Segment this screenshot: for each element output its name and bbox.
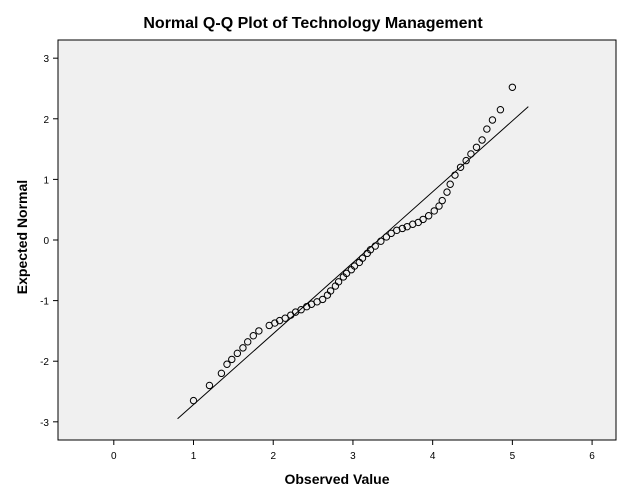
data-point [451,171,459,179]
data-point [281,314,289,322]
y-axis-label: Expected Normal [14,180,30,294]
y-tick-label: 3 [43,54,49,65]
y-tick-label: -3 [40,418,49,429]
data-point [456,163,465,171]
x-axis-ticks: 0 1 2 3 4 5 6 [111,440,595,462]
data-point [217,369,226,378]
data-point [472,143,481,151]
data-point [387,229,395,238]
y-tick-label: 1 [43,175,49,186]
data-point [249,332,258,340]
data-point [382,233,391,241]
data-point [438,196,446,205]
data-point [297,305,305,314]
x-axis-label: Observed Value [284,471,389,487]
data-point [424,212,433,220]
data-points [189,83,517,405]
data-point [488,116,497,124]
data-point [467,150,475,158]
data-point [318,295,327,304]
x-tick-label: 5 [510,451,516,462]
y-tick-label: 0 [43,236,49,247]
data-point [377,237,385,245]
data-point [255,327,263,335]
data-point [342,269,351,278]
data-point [223,360,231,368]
y-tick-label: -1 [40,297,49,308]
data-point [419,215,427,224]
x-tick-label: 4 [430,451,436,462]
x-tick-label: 1 [191,451,197,462]
data-point [496,105,505,114]
data-point [446,180,454,188]
y-axis-ticks: -3 -2 -1 0 1 2 3 [40,54,58,429]
data-point [478,136,486,144]
data-point [443,188,451,196]
data-point [435,202,443,210]
y-tick-label: -2 [40,357,49,368]
data-point [483,125,491,133]
x-tick-label: 6 [589,451,595,462]
data-point [326,287,335,295]
data-point [205,381,214,390]
data-point [371,242,379,250]
x-tick-label: 0 [111,451,117,462]
data-point [508,83,517,91]
data-point [334,278,343,286]
data-point [350,262,359,270]
plot-area [57,39,617,441]
data-point [366,245,375,254]
data-point [244,338,252,346]
y-tick-label: 2 [43,115,49,126]
x-tick-label: 3 [350,451,356,462]
chart-title: Normal Q-Q Plot of Technology Management [143,15,483,32]
data-point [189,396,198,405]
data-point [239,344,247,352]
data-point [430,207,438,215]
data-point [233,349,242,358]
data-point [228,355,236,364]
data-point [398,224,407,233]
data-point [358,254,367,262]
data-point [462,156,470,165]
x-tick-label: 2 [270,451,276,462]
